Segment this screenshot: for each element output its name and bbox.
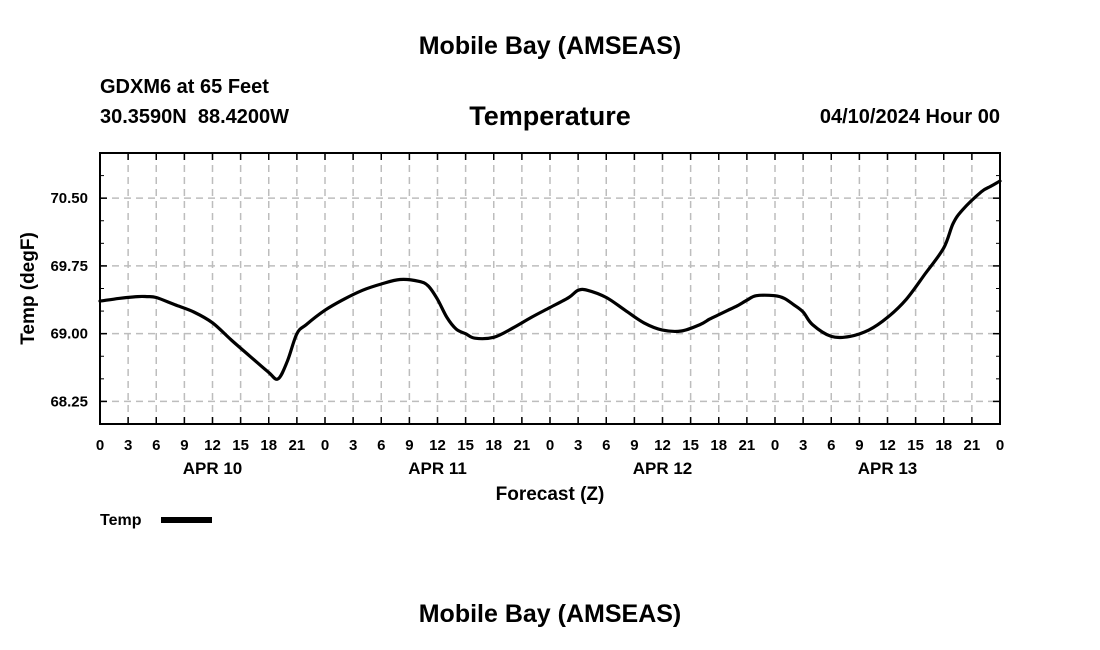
series-line-temp: [98, 179, 1002, 381]
x-tick-label: 9: [630, 437, 638, 454]
x-tick-label: 3: [799, 437, 807, 454]
x-tick-label: 21: [514, 437, 531, 454]
y-tick-label: 70.50: [50, 190, 88, 207]
axis-ticks: [99, 153, 1001, 425]
x-tick-label: 0: [771, 437, 779, 454]
coordinates-label: 30.3590N 88.4200W: [100, 106, 290, 128]
legend: Temp: [100, 512, 212, 529]
x-tick-label: 15: [457, 437, 474, 454]
bottom-title: Mobile Bay (AMSEAS): [418, 600, 682, 628]
x-tick-label: 6: [602, 437, 610, 454]
x-axis-day-labels: APR 10 APR 11 APR 12 APR 13: [183, 459, 918, 478]
chart-title: Temperature: [469, 101, 631, 131]
x-tick-label: 0: [96, 437, 104, 454]
x-tick-label: 0: [546, 437, 554, 454]
x-tick-label: 21: [289, 437, 306, 454]
x-day-label: APR 12: [633, 459, 693, 478]
x-tick-label: 21: [739, 437, 756, 454]
x-tick-label: 12: [654, 437, 671, 454]
y-tick-label: 69.75: [50, 258, 88, 275]
x-tick-label: 0: [996, 437, 1004, 454]
x-tick-label: 9: [180, 437, 188, 454]
x-tick-label: 6: [827, 437, 835, 454]
x-tick-label: 6: [152, 437, 160, 454]
x-tick-label: 3: [124, 437, 132, 454]
top-title: Mobile Bay (AMSEAS): [418, 32, 682, 60]
x-tick-label: 18: [485, 437, 502, 454]
station-label: GDXM6 at 65 Feet: [100, 76, 269, 98]
y-axis-tick-labels: 68.25 69.00 69.75 70.50: [50, 190, 88, 410]
x-tick-label: 0: [321, 437, 329, 454]
x-tick-label: 9: [855, 437, 863, 454]
x-tick-label: 12: [204, 437, 221, 454]
x-tick-label: 18: [260, 437, 277, 454]
x-tick-label: 15: [907, 437, 924, 454]
x-day-label: APR 13: [858, 459, 918, 478]
grid: [100, 153, 1000, 424]
x-tick-label: 18: [710, 437, 727, 454]
x-tick-label: 3: [349, 437, 357, 454]
series: [98, 179, 1002, 381]
x-tick-label: 21: [964, 437, 981, 454]
x-tick-label: 6: [377, 437, 385, 454]
y-axis-title: Temp (degF): [18, 232, 39, 345]
x-tick-label: 3: [574, 437, 582, 454]
x-axis-title: Forecast (Z): [496, 484, 605, 505]
x-tick-label: 15: [682, 437, 699, 454]
y-tick-label: 69.00: [50, 326, 88, 343]
x-tick-label: 12: [879, 437, 896, 454]
x-day-label: APR 11: [408, 459, 467, 478]
x-day-label: APR 10: [183, 459, 243, 478]
legend-label-temp: Temp: [100, 512, 142, 529]
x-axis-tick-labels: 0 3 6 9 12 15 18 21 0 3 6 9 12 15 18 21 0 3 6 9 12 15 18 21 0 3 6 9…: [96, 437, 1004, 454]
forecast-datetime: 04/10/2024 Hour 00: [819, 106, 1000, 128]
x-tick-label: 12: [429, 437, 446, 454]
x-tick-label: 15: [232, 437, 249, 454]
y-tick-label: 68.25: [50, 393, 88, 410]
x-tick-label: 18: [935, 437, 952, 454]
x-tick-label: 9: [405, 437, 413, 454]
temperature-chart: 68.25 69.00 69.75 70.50 0 3 6 9 12 15 18 21 0 3 6 9 12 1…: [18, 152, 1004, 529]
